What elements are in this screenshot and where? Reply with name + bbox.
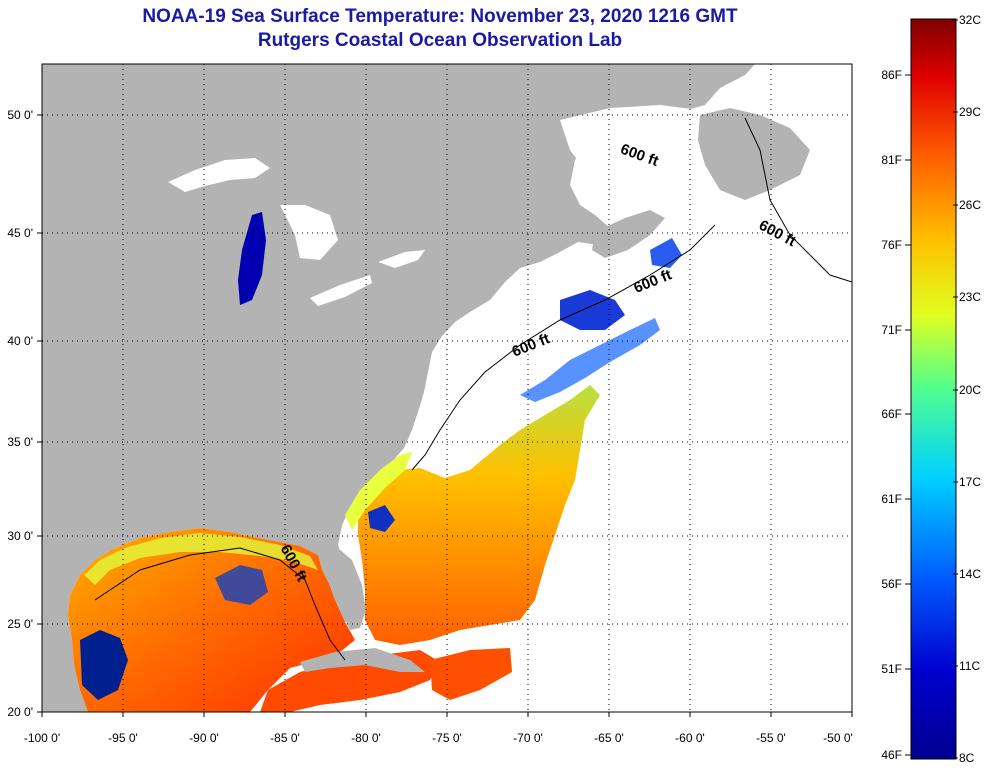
nova-scotia bbox=[592, 210, 665, 258]
colorbar-celsius-label: 11C bbox=[959, 659, 980, 673]
lake-michigan bbox=[238, 212, 266, 305]
isobath-atlantic-contour bbox=[744, 117, 852, 283]
lat-tick-label: 20 0' bbox=[7, 705, 33, 719]
lat-tick-label: 45 0' bbox=[7, 226, 33, 240]
cuba bbox=[300, 648, 425, 672]
lat-tick-label: 30 0' bbox=[7, 529, 33, 543]
map-title: NOAA-19 Sea Surface Temperature: Novembe… bbox=[142, 6, 738, 27]
lon-tick-label: -95 0' bbox=[108, 731, 138, 745]
lake-huron bbox=[280, 205, 338, 260]
colorbar-celsius-label: 20C bbox=[959, 383, 981, 397]
gulf-st-lawrence bbox=[560, 105, 740, 220]
lat-tick-label: 50 0' bbox=[7, 108, 33, 122]
colorbar-celsius-label: 23C bbox=[959, 290, 981, 304]
grid-lines bbox=[42, 64, 852, 712]
lake-ontario bbox=[378, 250, 425, 268]
colorbar-fahrenheit-label: 81F bbox=[881, 153, 902, 167]
carolina-coastal-band bbox=[345, 452, 412, 530]
colorbar-fahrenheit-label: 46F bbox=[881, 748, 902, 762]
gulf-of-mexico-sst bbox=[68, 528, 355, 712]
colorbar-celsius-label: 32C bbox=[959, 13, 981, 27]
atlantic-sst bbox=[358, 385, 600, 645]
gulf-cold-patch-west bbox=[80, 630, 128, 700]
colorbar bbox=[910, 18, 957, 760]
gulf-coastal-cool-band bbox=[84, 533, 318, 585]
colorbar-fahrenheit-label: 51F bbox=[881, 662, 902, 676]
colorbar-celsius-label: 26C bbox=[959, 198, 981, 212]
newfoundland bbox=[698, 108, 810, 200]
lon-tick-label: -80 0' bbox=[351, 731, 381, 745]
lon-tick-label: -70 0' bbox=[513, 731, 543, 745]
isobath-gulf-contour bbox=[94, 547, 346, 661]
colorbar-celsius-label: 8C bbox=[959, 751, 975, 765]
atlantic-north-patches bbox=[520, 318, 660, 402]
colorbar-fahrenheit-label: 56F bbox=[881, 577, 902, 591]
bahamas-sst bbox=[430, 648, 512, 700]
tick-marks bbox=[37, 114, 853, 717]
gulf-cold-patch-central bbox=[215, 565, 268, 605]
lon-tick-label: -65 0' bbox=[594, 731, 624, 745]
lon-tick-label: -100 0' bbox=[24, 731, 60, 745]
colorbar-fahrenheit-label: 61F bbox=[881, 492, 902, 506]
lon-tick-label: -60 0' bbox=[675, 731, 705, 745]
lat-tick-label: 40 0' bbox=[7, 334, 33, 348]
lon-tick-label: -55 0' bbox=[756, 731, 786, 745]
lon-tick-label: -85 0' bbox=[270, 731, 300, 745]
lake-superior bbox=[168, 158, 270, 192]
lon-tick-label: -50 0' bbox=[823, 731, 853, 745]
colorbar-celsius-label: 14C bbox=[959, 567, 981, 581]
carolina-cold-patch bbox=[368, 505, 395, 532]
land-north-america bbox=[42, 64, 755, 712]
colorbar-celsius-label: 29C bbox=[959, 105, 981, 119]
colorbar-fahrenheit-label: 71F bbox=[881, 323, 902, 337]
lon-tick-label: -90 0' bbox=[189, 731, 219, 745]
colorbar-fahrenheit-label: 76F bbox=[881, 238, 902, 252]
lake-erie bbox=[310, 275, 372, 306]
colorbar-fahrenheit-label: 86F bbox=[881, 68, 902, 82]
colorbar-ticks bbox=[905, 19, 958, 759]
map-layers bbox=[42, 64, 852, 712]
lat-tick-label: 25 0' bbox=[7, 617, 33, 631]
colorbar-celsius-label: 17C bbox=[959, 475, 981, 489]
isobath-shelf-contour bbox=[411, 224, 716, 471]
lon-tick-label: -75 0' bbox=[432, 731, 462, 745]
colorbar-fahrenheit-label: 66F bbox=[881, 407, 902, 421]
florida-peninsula bbox=[318, 548, 366, 630]
lat-tick-label: 35 0' bbox=[7, 435, 33, 449]
map-subtitle: Rutgers Coastal Ocean Observation Lab bbox=[257, 30, 623, 51]
